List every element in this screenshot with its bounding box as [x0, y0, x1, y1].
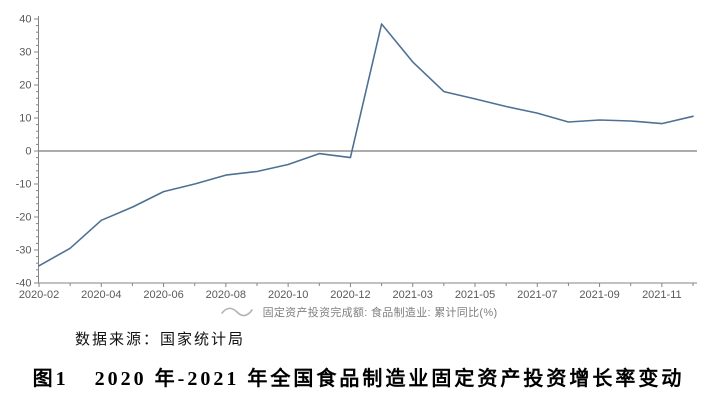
- data-series-line: [38, 23, 694, 267]
- y-tick-label: -30: [16, 245, 32, 257]
- axes: [38, 16, 697, 284]
- y-tick-label: -10: [16, 179, 32, 191]
- x-tick-label: 2021-07: [517, 289, 557, 300]
- x-tick-label: 2021-03: [393, 289, 433, 300]
- y-tick-label: 30: [19, 47, 31, 59]
- figure-caption: 图1 2020 年-2021 年全国食品制造业固定资产投资增长率变动: [0, 362, 717, 391]
- figure-number: 图1: [32, 368, 69, 390]
- y-tick-label: 10: [19, 113, 31, 125]
- x-tick-label: 2020-08: [206, 289, 246, 300]
- x-tick-label: 2021-05: [455, 289, 495, 300]
- x-tick-label: 2021-11: [642, 289, 682, 300]
- wave-line-icon: [220, 307, 253, 317]
- line-chart: 40 30 20 10 0 -10 -20 -30 -40 2020-02 2020-04 2020-…: [16, 14, 697, 302]
- y-tick-label: 0: [25, 146, 31, 158]
- y-tick-label: -40: [16, 278, 32, 290]
- chart-legend: 固定资产投资完成额: 食品制造业: 累计同比(%): [0, 304, 717, 320]
- x-tick-label: 2020-12: [330, 289, 370, 300]
- x-tick-label: 2020-10: [268, 289, 308, 300]
- x-tick-label: 2020-06: [143, 289, 183, 300]
- x-tick-label: 2020-02: [19, 289, 59, 300]
- y-tick-label: 40: [19, 14, 31, 26]
- data-source-note: 数据来源：国家统计局: [75, 332, 246, 348]
- x-tick-label: 2020-04: [81, 289, 121, 300]
- axis-ticks: [34, 18, 694, 287]
- legend-label: 固定资产投资完成额: 食品制造业: 累计同比(%): [262, 307, 498, 319]
- y-tick-label: -20: [16, 212, 32, 224]
- x-tick-label: 2021-09: [579, 289, 619, 300]
- y-tick-label: 20: [19, 80, 31, 92]
- figure-title: 2020 年-2021 年全国食品制造业固定资产投资增长率变动: [94, 368, 685, 390]
